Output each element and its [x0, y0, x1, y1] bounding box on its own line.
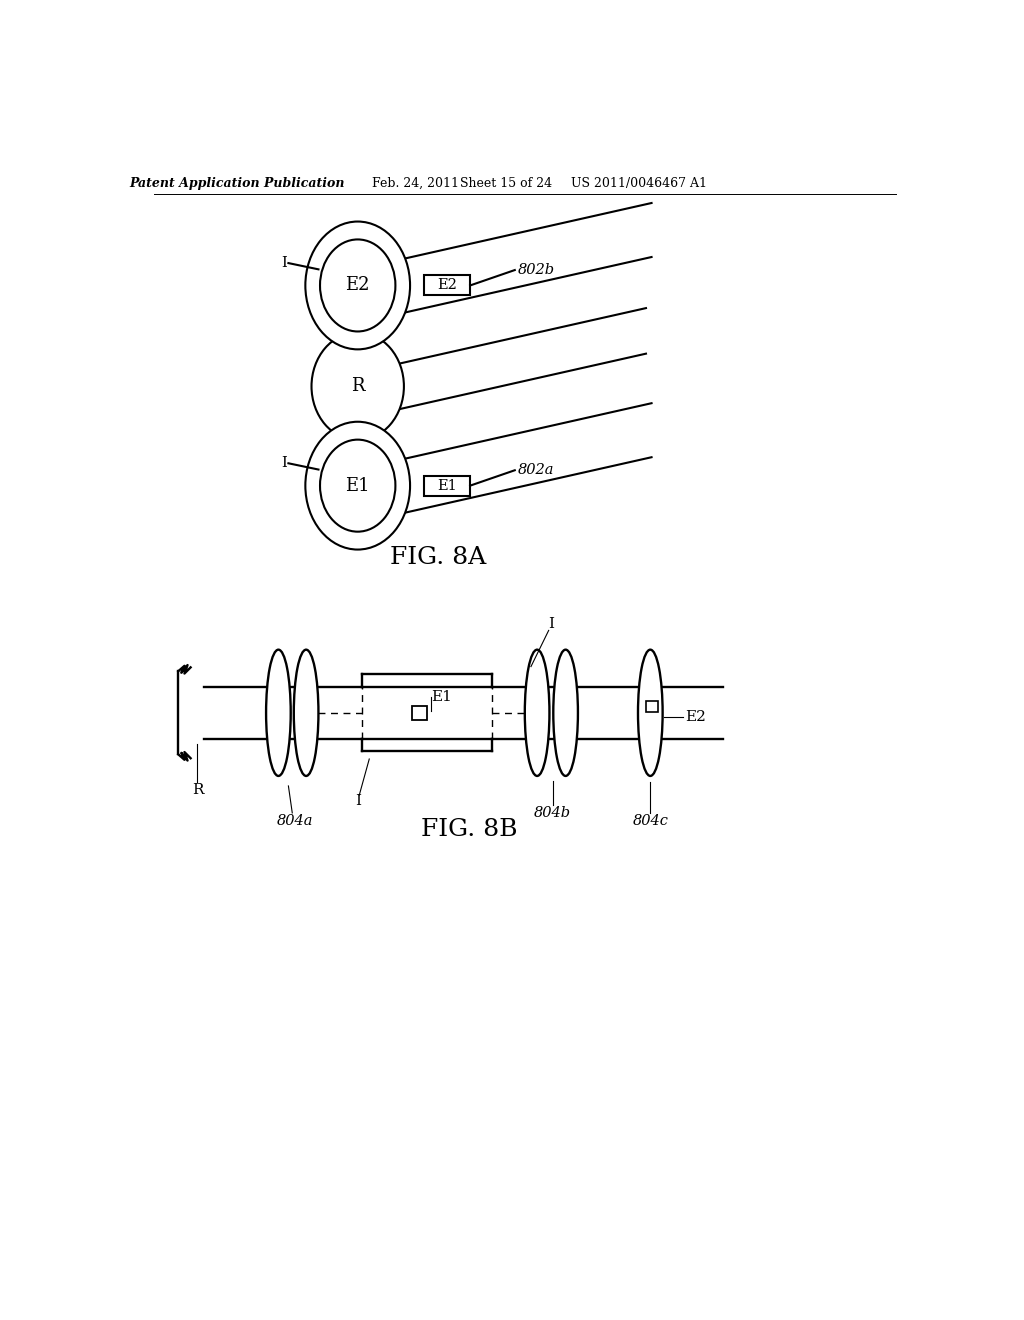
Text: E2: E2: [685, 710, 706, 723]
Text: E2: E2: [437, 279, 457, 293]
FancyBboxPatch shape: [424, 276, 470, 296]
FancyBboxPatch shape: [646, 701, 657, 711]
Text: I: I: [282, 256, 287, 271]
Text: E2: E2: [345, 276, 370, 294]
FancyBboxPatch shape: [412, 706, 427, 719]
Text: R: R: [193, 783, 204, 797]
Text: I: I: [548, 618, 554, 631]
Text: US 2011/0046467 A1: US 2011/0046467 A1: [570, 177, 707, 190]
Text: E1: E1: [345, 477, 370, 495]
Text: 802a: 802a: [518, 463, 554, 478]
FancyBboxPatch shape: [424, 475, 470, 496]
Text: 804b: 804b: [534, 807, 571, 820]
Text: E1: E1: [437, 479, 457, 492]
Ellipse shape: [266, 649, 291, 776]
Ellipse shape: [321, 239, 395, 331]
Ellipse shape: [311, 333, 403, 441]
Text: I: I: [354, 795, 360, 808]
Ellipse shape: [321, 440, 395, 532]
Text: E1: E1: [431, 690, 452, 705]
Text: R: R: [351, 378, 365, 395]
Ellipse shape: [524, 649, 550, 776]
Ellipse shape: [638, 649, 663, 776]
Text: I: I: [282, 457, 287, 470]
Text: 804a: 804a: [276, 813, 312, 828]
Text: 802b: 802b: [518, 263, 555, 277]
Text: Feb. 24, 2011: Feb. 24, 2011: [372, 177, 459, 190]
Text: FIG. 8B: FIG. 8B: [421, 818, 517, 841]
Ellipse shape: [294, 649, 318, 776]
Ellipse shape: [305, 222, 410, 350]
Text: Sheet 15 of 24: Sheet 15 of 24: [460, 177, 552, 190]
Text: Patent Application Publication: Patent Application Publication: [129, 177, 344, 190]
Ellipse shape: [553, 649, 578, 776]
Text: 804c: 804c: [632, 813, 669, 828]
Ellipse shape: [305, 422, 410, 549]
Text: FIG. 8A: FIG. 8A: [390, 545, 486, 569]
